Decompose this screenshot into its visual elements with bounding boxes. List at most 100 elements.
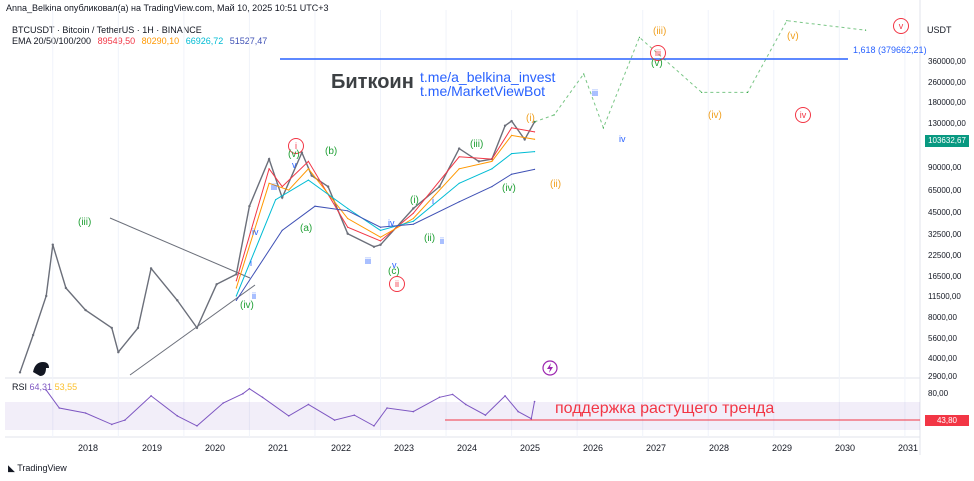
point-ema-50 (491, 160, 493, 162)
currency-label[interactable]: USDT (927, 25, 952, 35)
point-btcusdt-close (45, 294, 48, 298)
lightning-icon[interactable] (542, 360, 558, 376)
point-ema-200 (281, 229, 283, 231)
point-ema-20 (268, 168, 270, 170)
rsi-point (451, 393, 454, 396)
ema200-value: 51527,47 (229, 36, 268, 46)
wave-label: (iii) (653, 26, 667, 37)
point-ema-20 (307, 160, 310, 162)
wave-label: (i) (410, 195, 419, 206)
point-btcusdt-close (477, 160, 481, 163)
price-axis-label: 130000,00 (928, 119, 966, 128)
point-ema-100 (533, 151, 536, 153)
price-axis-label: 90000,00 (928, 163, 962, 172)
point-ema-100 (379, 229, 382, 231)
point-ema-50 (235, 287, 237, 289)
point-btcusdt-close (523, 138, 526, 141)
wave-label: (c) (388, 266, 400, 277)
point-btcusdt-close (136, 326, 140, 330)
current-price-badge: 103632,67 (925, 135, 969, 147)
point-btcusdt-close (503, 124, 507, 127)
wave-label: ii (440, 236, 444, 246)
time-tick: 2020 (205, 443, 226, 453)
triangle-upper-line (109, 217, 251, 279)
point-ema-50 (511, 134, 513, 136)
point-target-path (533, 121, 536, 123)
price-axis-label: 2900,00 (928, 372, 957, 381)
price-axis-label: 4000,00 (928, 354, 957, 363)
rsi-point (533, 400, 536, 403)
point-ema-50 (288, 189, 290, 191)
point-target-path (864, 29, 867, 31)
telegram-link-2[interactable]: t.me/MarketViewBot (420, 83, 546, 99)
support-note: поддержка растущего тренда (555, 400, 775, 417)
point-ema-20 (412, 212, 414, 214)
rsi-point (176, 415, 179, 417)
rsi-ma-value: 53,55 (54, 382, 78, 392)
time-tick: 2021 (268, 443, 289, 453)
wave-label-circled: i (288, 138, 304, 154)
rsi-value: 64,31 (29, 382, 53, 392)
rsi-point (124, 419, 126, 421)
point-ema-100 (347, 207, 349, 210)
point-ema-50 (268, 182, 270, 184)
series-ema-20 (235, 127, 535, 281)
point-target-path (746, 91, 749, 94)
rsi-point (287, 415, 290, 417)
series-ema-100 (235, 151, 535, 297)
point-btcusdt-close (379, 243, 382, 246)
time-tick: 2025 (520, 443, 541, 453)
tv-logo-icon: ◣ (8, 463, 18, 473)
point-ema-20 (491, 158, 493, 160)
point-ema-50 (412, 217, 414, 220)
point-ema-200 (347, 210, 349, 212)
wave-label: i (250, 258, 252, 268)
ema-label: EMA 20/50/100/200 (12, 36, 92, 46)
wave-label-circled: iv (795, 107, 811, 123)
point-ema-20 (235, 280, 237, 282)
point-ema-50 (379, 236, 382, 238)
point-btcusdt-close (18, 371, 22, 374)
time-tick: 2019 (142, 443, 163, 453)
point-ema-20 (458, 156, 460, 158)
time-tick: 2030 (835, 443, 856, 453)
tradingview-logo[interactable]: ◣ TradingView (8, 463, 67, 474)
rsi-point (110, 423, 113, 426)
point-btcusdt-close (110, 326, 113, 330)
symbol-title[interactable]: BTCUSDT · Bitcoin / TetherUS · 1H · BINA… (12, 25, 202, 35)
time-tick: 2031 (898, 443, 919, 453)
fib-level-label: 1,618 (379662,21) (853, 45, 927, 55)
rsi-point (196, 425, 198, 427)
price-axis-label: 11500,00 (928, 292, 961, 301)
time-tick: 2018 (78, 443, 99, 453)
point-btcusdt-close (235, 273, 238, 276)
telegram-link-1[interactable]: t.me/a_belkina_invest (420, 69, 556, 85)
wave-label: iii (592, 88, 598, 98)
point-ema-20 (347, 226, 349, 228)
point-ema-200 (491, 186, 493, 188)
point-btcusdt-close (248, 204, 251, 208)
wave-label: (iv) (502, 183, 516, 194)
rsi-point (412, 410, 415, 413)
point-ema-100 (235, 295, 237, 297)
point-btcusdt-close (346, 232, 349, 235)
point-ema-100 (412, 220, 414, 222)
point-target-path (553, 114, 555, 116)
rsi-point (307, 403, 310, 406)
rsi-point (530, 417, 533, 420)
rsi-legend[interactable]: RSI 64,31 53,55 (12, 382, 77, 392)
point-ema-20 (379, 240, 382, 242)
point-btcusdt-close (195, 326, 199, 330)
rsi-label: RSI (12, 382, 28, 392)
point-ema-20 (281, 186, 283, 188)
price-axis-label: 16500,00 (928, 272, 962, 281)
series-target-path (534, 20, 866, 130)
rsi-point (517, 410, 519, 413)
wave-label: iv (619, 134, 626, 144)
point-btcusdt-close (267, 157, 271, 161)
rsi-point (373, 425, 375, 427)
ema-legend[interactable]: EMA 20/50/100/200 89549,50 80290,10 6692… (12, 36, 271, 46)
point-ema-200 (412, 223, 414, 225)
publisher-header: Anna_Belkina опубликовал(а) на TradingVi… (6, 3, 329, 13)
